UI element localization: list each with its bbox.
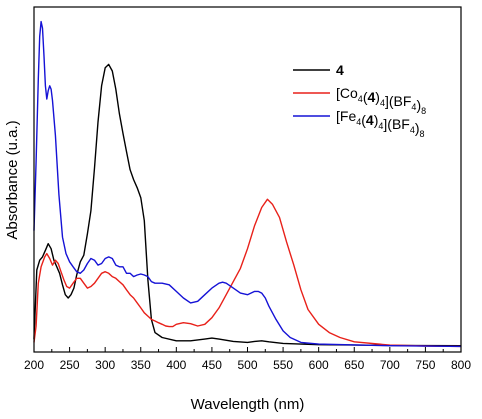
series-line-3 xyxy=(33,20,462,348)
x-tick-label: 200 xyxy=(24,358,44,372)
x-tick-label: 300 xyxy=(95,358,115,372)
x-tick-label: 500 xyxy=(237,358,257,372)
plot-frame xyxy=(33,6,462,353)
x-axis-title: Wavelength (nm) xyxy=(191,396,305,413)
x-axis-ticks: 200 250 300 350 400 450 500 550 600 650 700 750 800 xyxy=(24,347,471,372)
x-tick-label: 650 xyxy=(344,358,364,372)
x-tick-label: 550 xyxy=(273,358,293,372)
plot-series xyxy=(33,20,462,348)
x-tick-label: 750 xyxy=(415,358,435,372)
legend: 4 [Co4(4)4](BF4)8[Fe4(4)4](BF4)8 xyxy=(293,62,426,139)
x-tick-label: 800 xyxy=(451,358,471,372)
y-axis-title: Absorbance (u.a.) xyxy=(4,120,21,239)
x-tick-label: 600 xyxy=(309,358,329,372)
x-tick-label: 400 xyxy=(166,358,186,372)
legend-label-1: 4 xyxy=(336,62,344,78)
x-tick-label: 350 xyxy=(131,358,151,372)
x-tick-label: 450 xyxy=(202,358,222,372)
x-tick-label: 250 xyxy=(60,358,80,372)
series-line-1 xyxy=(33,63,462,347)
legend-label-3: [Fe4(4)4](BF4)8 xyxy=(336,108,425,139)
series-line-2 xyxy=(33,198,462,348)
legend-label-2: [Co4(4)4](BF4)8 xyxy=(336,85,426,116)
x-tick-label: 700 xyxy=(380,358,400,372)
